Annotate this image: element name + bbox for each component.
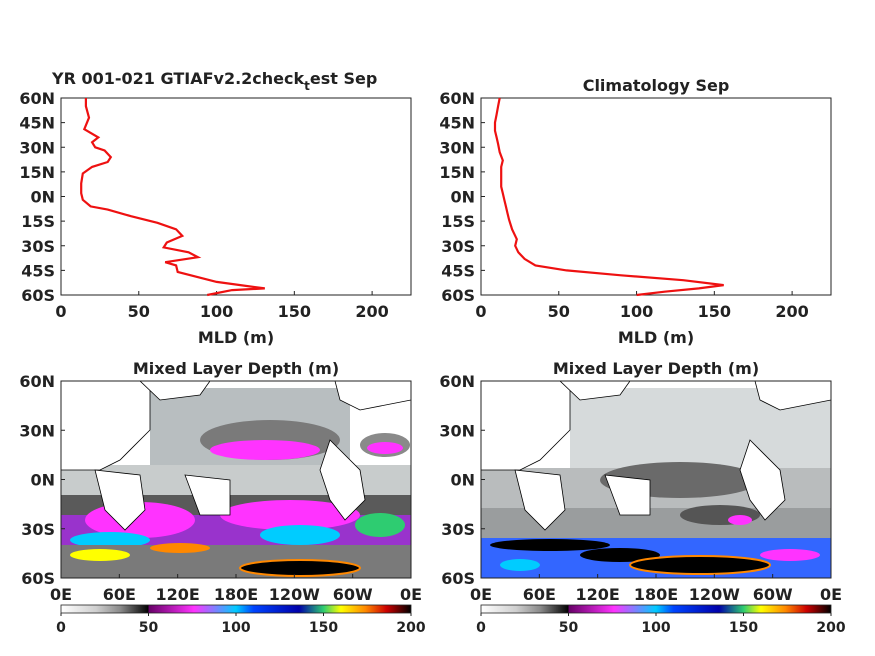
y-tick-label: 45S — [441, 261, 475, 280]
y-tick-label: 30S — [21, 520, 55, 539]
y-tick-label: 0N — [30, 471, 55, 490]
y-tick-label: 60S — [441, 286, 475, 305]
panel-1-ticks: 0 50 100 150 200 60N 45N 30N 15N 0N 15S 30S 45S 60S — [19, 89, 388, 321]
panel-4-colorbar — [480, 604, 832, 614]
y-tick-label: 15S — [21, 212, 55, 231]
x-tick-label: 150 — [278, 302, 311, 321]
colorbar-tick-label: 50 — [559, 620, 579, 636]
y-tick-label: 45N — [439, 114, 475, 133]
x-tick-label: 180E — [634, 585, 678, 604]
panel-2-axes — [480, 97, 832, 296]
panel-1-title: YR 001-021 GTIAFv2.2checktest Sep — [51, 69, 377, 93]
y-tick-label: 30S — [441, 520, 475, 539]
y-tick-label: 15N — [19, 163, 55, 182]
y-tick-label: 60S — [441, 569, 475, 588]
panel-3-colorbar-ticks: 0 50 100 150 200 — [56, 613, 426, 636]
x-tick-label: 0E — [50, 585, 72, 604]
colorbar-tick-label: 0 — [56, 620, 66, 636]
x-tick-label: 0E — [400, 585, 422, 604]
y-tick-label: 60N — [439, 89, 475, 108]
panel-4-continents — [481, 381, 831, 531]
panel-2-series-line — [493, 97, 724, 297]
panel-4-map-field — [481, 381, 831, 578]
y-tick-label: 30N — [19, 421, 55, 440]
colorbar-tick-label: 200 — [396, 620, 425, 636]
panel-4: Mixed Layer Depth (m) — [439, 359, 846, 636]
x-tick-label: 120E — [576, 585, 620, 604]
x-tick-label: 60E — [103, 585, 136, 604]
y-tick-label: 15N — [439, 163, 475, 182]
y-tick-label: 60S — [21, 569, 55, 588]
x-tick-label: 60W — [753, 585, 793, 604]
x-tick-label: 150 — [698, 302, 731, 321]
y-tick-label: 60N — [19, 89, 55, 108]
x-tick-label: 100 — [200, 302, 233, 321]
y-tick-label: 15S — [441, 212, 475, 231]
x-tick-label: 120W — [269, 585, 320, 604]
y-tick-label: 0N — [450, 471, 475, 490]
x-tick-label: 200 — [775, 302, 808, 321]
panel-3-map-field — [61, 381, 411, 578]
x-tick-label: 50 — [128, 302, 150, 321]
x-tick-label: 180E — [214, 585, 258, 604]
panel-3: Mixed Layer Depth (m) — [19, 359, 426, 636]
x-tick-label: 0E — [820, 585, 842, 604]
panel-2: Climatology Sep 0 50 100 150 200 60N 45N 30N 15N… — [439, 76, 832, 347]
panel-3-title: Mixed Layer Depth (m) — [133, 359, 339, 378]
panel-1-series-line — [80, 98, 265, 297]
colorbar-tick-label: 50 — [139, 620, 159, 636]
y-tick-label: 30N — [439, 138, 475, 157]
y-tick-label: 30N — [19, 138, 55, 157]
x-tick-label: 0 — [55, 302, 66, 321]
colorbar-tick-label: 150 — [729, 620, 758, 636]
x-tick-label: 0E — [470, 585, 492, 604]
x-tick-label: 60E — [523, 585, 556, 604]
y-tick-label: 45S — [21, 261, 55, 280]
x-tick-label: 200 — [355, 302, 388, 321]
x-tick-label: 120W — [689, 585, 740, 604]
y-tick-label: 0N — [450, 188, 475, 207]
y-tick-label: 0N — [30, 188, 55, 207]
panel-2-ticks: 0 50 100 150 200 60N 45N 30N 15N 0N 15S 30S 45S 60S — [439, 89, 808, 321]
colorbar-tick-label: 100 — [641, 620, 670, 636]
colorbar-tick-label: 200 — [816, 620, 845, 636]
panel-2-title: Climatology Sep — [583, 76, 730, 95]
y-tick-label: 30S — [441, 237, 475, 256]
y-tick-label: 60N — [19, 372, 55, 391]
panel-2-xlabel: MLD (m) — [618, 328, 694, 347]
x-tick-label: 60W — [333, 585, 373, 604]
colorbar-tick-label: 100 — [221, 620, 250, 636]
panel-3-continents — [61, 381, 411, 531]
colorbar-tick-label: 150 — [309, 620, 338, 636]
panel-1-xlabel: MLD (m) — [198, 328, 274, 347]
y-tick-label: 60S — [21, 286, 55, 305]
y-tick-label: 30S — [21, 237, 55, 256]
panel-1: YR 001-021 GTIAFv2.2checktest Sep 0 50 100… — [19, 69, 412, 347]
panel-3-colorbar — [60, 604, 412, 614]
colorbar-tick-label: 0 — [476, 620, 486, 636]
y-tick-label: 60N — [439, 372, 475, 391]
y-tick-label: 45N — [19, 114, 55, 133]
panel-1-axes — [60, 97, 412, 296]
x-tick-label: 50 — [548, 302, 570, 321]
x-tick-label: 120E — [156, 585, 200, 604]
panel-4-title: Mixed Layer Depth (m) — [553, 359, 759, 378]
panel-4-colorbar-ticks: 0 50 100 150 200 — [476, 613, 846, 636]
y-tick-label: 30N — [439, 421, 475, 440]
x-tick-label: 0 — [475, 302, 486, 321]
x-tick-label: 100 — [620, 302, 653, 321]
